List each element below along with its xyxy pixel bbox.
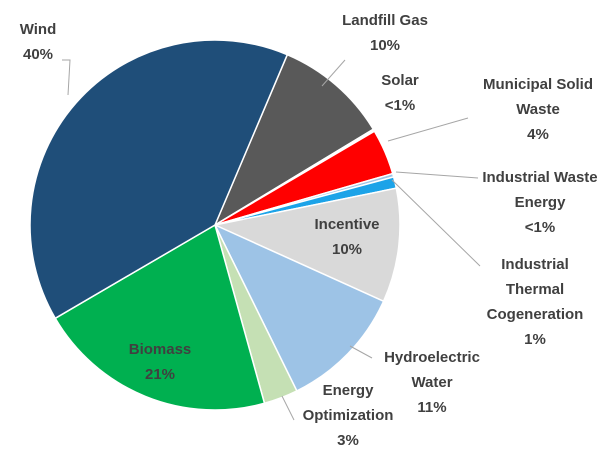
value-label: 40% [22,46,54,63]
category-name: Hydroelectric Water [384,349,480,391]
value-label: 10% [331,241,363,258]
slice-label: Industrial Thermal Cogeneration 1% [479,252,591,352]
value-label: 21% [144,366,176,383]
leader-line [391,179,481,267]
slice-label: Landfill Gas 10% [320,8,450,58]
pie-slice [213,53,375,227]
leader-line [395,171,479,179]
leader-line [281,395,295,421]
pie-slice [29,39,289,320]
category-name: Wind [19,21,57,38]
pie-slice [213,223,385,392]
slice-label: Energy Optimization 3% [293,378,403,453]
leader-line [321,59,346,87]
pie-slice [54,223,266,411]
leader-line [349,345,373,359]
value-label: 3% [337,432,359,449]
category-name: Biomass [128,341,192,358]
slice-label: Biomass 21% [110,337,210,387]
category-name: Energy Optimization [302,382,394,424]
value-label: <1% [384,97,416,114]
slice-label: Municipal Solid Waste 4% [483,72,593,147]
slice-label: Industrial Waste Energy <1% [465,165,608,240]
slice-label: Solar <1% [370,68,430,118]
category-name: Incentive [314,216,380,233]
category-name: Landfill Gas [342,12,428,29]
category-name: Municipal Solid Waste [483,76,594,118]
category-name: Solar [381,72,419,89]
leader-line [62,59,71,96]
value-label: <1% [524,219,556,236]
pie-slice [212,187,401,303]
value-label: 1% [524,331,546,348]
value-label: 11% [417,399,447,416]
slice-label: Wind 40% [3,17,73,67]
leader-line [387,117,469,142]
category-name: Industrial Waste Energy [482,169,598,211]
value-label: 4% [527,126,549,143]
value-label: 10% [369,37,401,54]
slice-label: Incentive 10% [297,212,397,262]
slice-label: Hydroelectric Water 11% [372,345,492,420]
category-name: Industrial Thermal Cogeneration [486,256,584,323]
